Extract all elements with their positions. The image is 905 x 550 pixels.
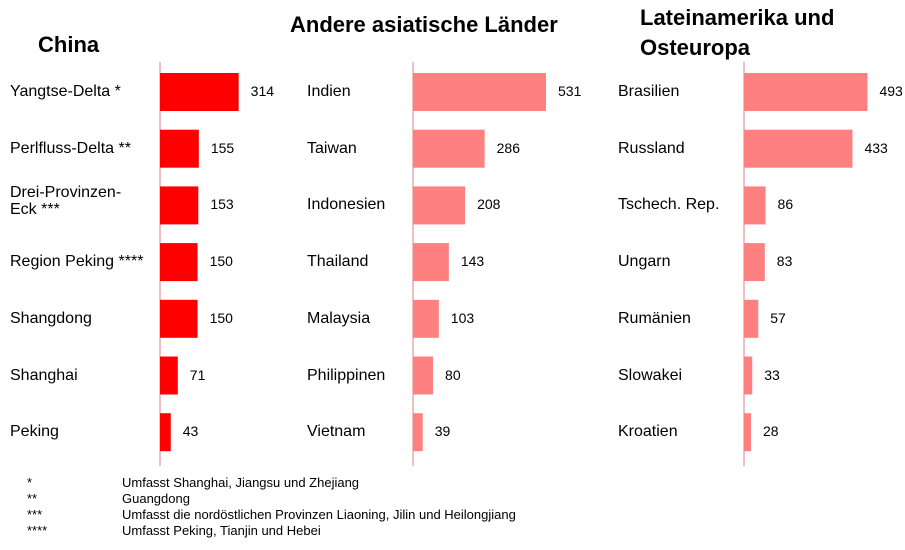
category-label: Taiwan xyxy=(307,139,357,157)
value-label: 86 xyxy=(777,196,794,213)
bar xyxy=(744,186,766,225)
value-label: 80 xyxy=(445,366,461,383)
category-label: Russland xyxy=(618,139,685,157)
value-label: 150 xyxy=(209,309,233,326)
category-label: Peking xyxy=(10,423,59,441)
bar xyxy=(744,356,753,395)
bar xyxy=(744,73,868,111)
footnote-text: Umfasst Peking, Tianjin und Hebei xyxy=(122,523,321,538)
category-label: Drei-Provinzen- Eck *** xyxy=(10,183,122,218)
bar xyxy=(160,413,171,452)
value-label: 286 xyxy=(496,139,520,156)
value-label: 531 xyxy=(558,83,582,99)
bar xyxy=(744,129,853,168)
value-label: 208 xyxy=(477,196,501,213)
bar xyxy=(413,129,485,168)
value-label: 28 xyxy=(763,423,779,440)
bar xyxy=(744,413,752,452)
value-label: 153 xyxy=(210,196,234,213)
value-label: 493 xyxy=(879,83,903,99)
bar xyxy=(413,73,547,111)
bar xyxy=(744,299,759,338)
value-label: 57 xyxy=(770,309,786,326)
value-label: 39 xyxy=(434,423,451,440)
category-label: Malaysia xyxy=(307,309,371,327)
value-label: 33 xyxy=(764,366,780,383)
category-label: Slowakei xyxy=(618,366,683,384)
bar xyxy=(413,186,466,225)
bar xyxy=(413,299,439,338)
category-label: Kroatien xyxy=(618,423,678,441)
value-label: 433 xyxy=(864,139,888,156)
chart-title: China xyxy=(38,32,100,57)
category-label: Perlfluss-Delta ** xyxy=(10,139,131,157)
category-label: Shanghai xyxy=(10,366,78,384)
value-label: 143 xyxy=(460,253,485,270)
bar xyxy=(744,243,765,282)
category-label: Indonesien xyxy=(307,196,386,214)
value-label: 314 xyxy=(250,83,275,99)
bar xyxy=(160,356,178,395)
footnote-text: Umfasst Shanghai, Jiangsu und Zhejiang xyxy=(122,475,360,490)
footnote-text: Guangdong xyxy=(122,491,190,506)
footnote-marker: ** xyxy=(27,491,38,506)
bar xyxy=(413,413,423,452)
bar xyxy=(160,299,198,338)
footnote-marker: **** xyxy=(27,523,48,538)
bar xyxy=(413,356,434,395)
category-label: Rumänien xyxy=(618,309,691,327)
chart-title: Andere asiatische Länder xyxy=(290,12,558,37)
category-label: Yangtse-Delta * xyxy=(10,83,121,100)
value-label: 155 xyxy=(210,139,235,156)
value-label: 43 xyxy=(182,423,199,440)
category-label: Brasilien xyxy=(618,83,680,100)
category-label: Thailand xyxy=(307,253,369,271)
category-label: Vietnam xyxy=(307,423,366,441)
chart-title: Lateinamerika und Osteuropa xyxy=(640,5,835,60)
category-label: Tschech. Rep. xyxy=(618,196,720,214)
footnote-marker: * xyxy=(27,475,33,490)
bar xyxy=(160,243,198,282)
value-label: 71 xyxy=(189,366,206,383)
category-label: Region Peking **** xyxy=(10,253,144,271)
footnote-marker: *** xyxy=(27,507,43,522)
bar xyxy=(160,186,199,225)
value-label: 83 xyxy=(776,253,793,270)
value-label: 150 xyxy=(209,253,233,270)
category-label: Indien xyxy=(307,83,351,100)
value-label: 103 xyxy=(450,309,475,326)
bar xyxy=(413,243,449,282)
bar xyxy=(160,73,239,111)
footnote-text: Umfasst die nordöstlichen Provinzen Liao… xyxy=(122,507,516,522)
category-label: Ungarn xyxy=(618,253,671,271)
category-label: Philippinen xyxy=(307,366,386,384)
bar xyxy=(160,129,199,168)
category-label: Shangdong xyxy=(10,309,92,327)
